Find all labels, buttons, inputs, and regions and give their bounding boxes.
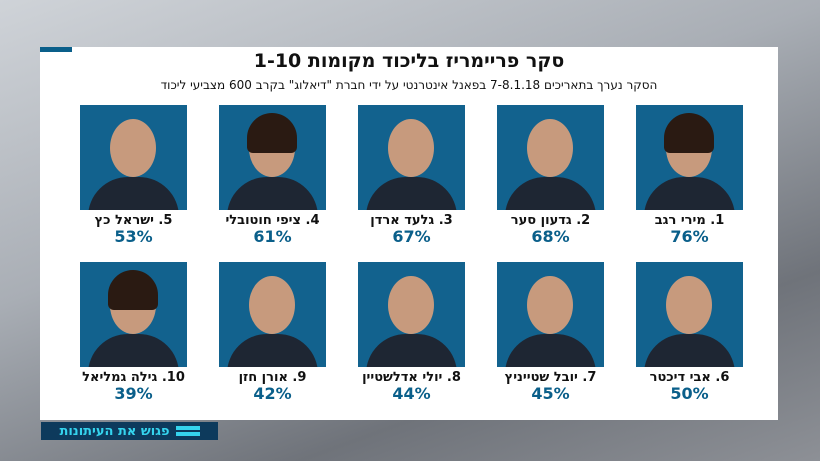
candidate-percent: 42% [253,384,292,403]
candidate-name: 9. אורן חזן [238,370,307,385]
candidate-card: 8. יולי אדלשטיין 44% [358,262,465,407]
candidate-name: 5. ישראל כץ [94,213,173,228]
candidate-percent: 67% [392,227,431,246]
candidate-name: 8. יולי אדלשטיין [362,370,461,385]
candidate-name: 6. אבי דיכטר [649,370,730,385]
candidate-card: 10. גילה גמליאל 39% [80,262,187,407]
candidate-photo [358,262,465,367]
candidate-percent: 76% [670,227,709,246]
candidate-percent: 39% [114,384,153,403]
candidate-card: 1. מירי רגב 76% [636,105,743,250]
candidate-photo [80,262,187,367]
candidate-card: 4. ציפי חוטובלי 61% [219,105,326,250]
candidate-percent: 45% [531,384,570,403]
accent-bar [40,47,72,52]
poll-subtitle: הסקר נערך בתאריכים 7-8.1.18 בפאנל אינטרנ… [160,78,658,92]
candidate-photo [358,105,465,210]
candidate-photo [636,105,743,210]
candidate-card: 2. גדעון סער 68% [497,105,604,250]
candidate-photo [219,262,326,367]
candidate-photo [636,262,743,367]
candidate-name: 1. מירי רגב [654,213,725,228]
candidates-grid: 1. מירי רגב 76% 2. גדעון סער 68% 3. גלעד… [80,105,743,407]
candidate-card: 5. ישראל כץ 53% [80,105,187,250]
candidate-card: 9. אורן חזן 42% [219,262,326,407]
candidate-card: 3. גלעד ארדן 67% [358,105,465,250]
candidate-card: 7. יובל שטייניץ 45% [497,262,604,407]
candidate-name: 4. ציפי חוטובלי [225,213,320,228]
candidate-photo [497,262,604,367]
candidate-percent: 61% [253,227,292,246]
candidate-percent: 53% [114,227,153,246]
candidate-percent: 68% [531,227,570,246]
candidate-percent: 44% [392,384,431,403]
candidate-percent: 50% [670,384,709,403]
candidate-name: 2. גדעון סער [510,213,591,228]
poll-title: סקר פריימריז בליכוד מקומות 1-10 [253,50,565,72]
candidate-photo [497,105,604,210]
show-name: פגוש את העיתונות [59,423,170,439]
candidate-card: 6. אבי דיכטר 50% [636,262,743,407]
candidate-photo [80,105,187,210]
double-bar-icon [175,426,200,436]
candidate-name: 3. גלעד ארדן [370,213,453,228]
candidate-name: 10. גילה גמליאל [82,370,185,385]
candidate-name: 7. יובל שטייניץ [504,370,597,385]
show-ticker: פגוש את העיתונות [41,422,218,440]
candidate-photo [219,105,326,210]
